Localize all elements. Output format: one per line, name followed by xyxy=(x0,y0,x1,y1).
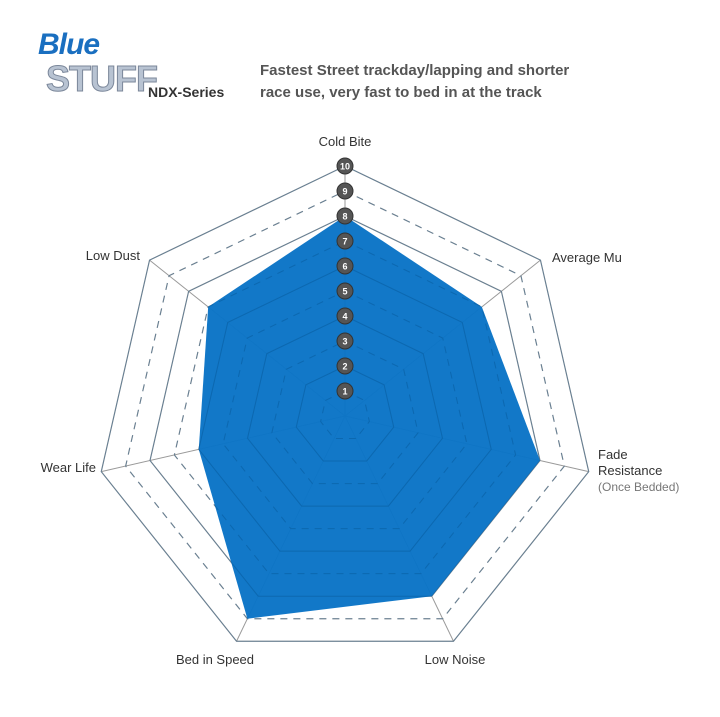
description: Fastest Street trackday/lapping and shor… xyxy=(260,60,569,104)
description-line-2: race use, very fast to bed in at the tra… xyxy=(260,84,542,101)
tick-marker xyxy=(336,357,354,375)
axis-label: Average Mu xyxy=(552,250,622,265)
data-polygon xyxy=(198,216,540,619)
axis-sublabel: (Once Bedded) xyxy=(598,480,679,494)
tick-marker xyxy=(336,282,354,300)
logo-stuff: STUFF xyxy=(46,58,159,100)
grid-overlay-4 xyxy=(246,315,444,507)
tick-marker xyxy=(336,182,354,200)
tick-label: 3 xyxy=(342,337,347,347)
tick-label: 8 xyxy=(342,212,347,222)
grid-overlay-6 xyxy=(198,265,492,552)
tick-label: 10 xyxy=(340,162,350,172)
description-line-1: Fastest Street trackday/lapping and shor… xyxy=(260,62,570,79)
tick-marker xyxy=(336,307,354,325)
grid-ring-10 xyxy=(100,165,590,642)
grid-ring-7 xyxy=(173,240,517,575)
grid-overlay-2 xyxy=(295,365,395,462)
grid-overlay-8 xyxy=(149,215,541,597)
tick-marker xyxy=(336,382,354,400)
tick-label: 4 xyxy=(342,312,347,322)
tick-label: 1 xyxy=(342,387,347,397)
grid-overlay-3 xyxy=(271,340,419,485)
tick-marker xyxy=(336,232,354,250)
grid-overlay-7 xyxy=(173,240,517,575)
tick-label: 2 xyxy=(342,362,347,372)
tick-label: 5 xyxy=(342,287,347,297)
tick-marker xyxy=(336,257,354,275)
axis-label: Low Dust xyxy=(86,248,141,263)
tick-label: 7 xyxy=(342,237,347,247)
grid-overlay-10 xyxy=(100,165,590,642)
axis-label: Fade xyxy=(598,447,628,462)
tick-marker xyxy=(336,207,354,225)
axis-label: Bed in Speed xyxy=(176,652,254,667)
grid-ring-9 xyxy=(124,190,566,620)
axis-label: Cold Bite xyxy=(319,134,372,149)
axis-label: Resistance xyxy=(598,463,662,478)
tick-marker xyxy=(336,332,354,350)
tick-marker xyxy=(336,157,354,175)
tick-label: 6 xyxy=(342,262,347,272)
axis-label: Wear Life xyxy=(41,460,96,475)
grid-overlay-9 xyxy=(125,190,565,620)
grid-overlay-5 xyxy=(222,290,468,530)
series-name: NDX-Series xyxy=(148,84,225,100)
axis-label: Low Noise xyxy=(425,652,486,667)
logo-blue: Blue xyxy=(38,28,100,61)
tick-label: 9 xyxy=(342,187,347,197)
